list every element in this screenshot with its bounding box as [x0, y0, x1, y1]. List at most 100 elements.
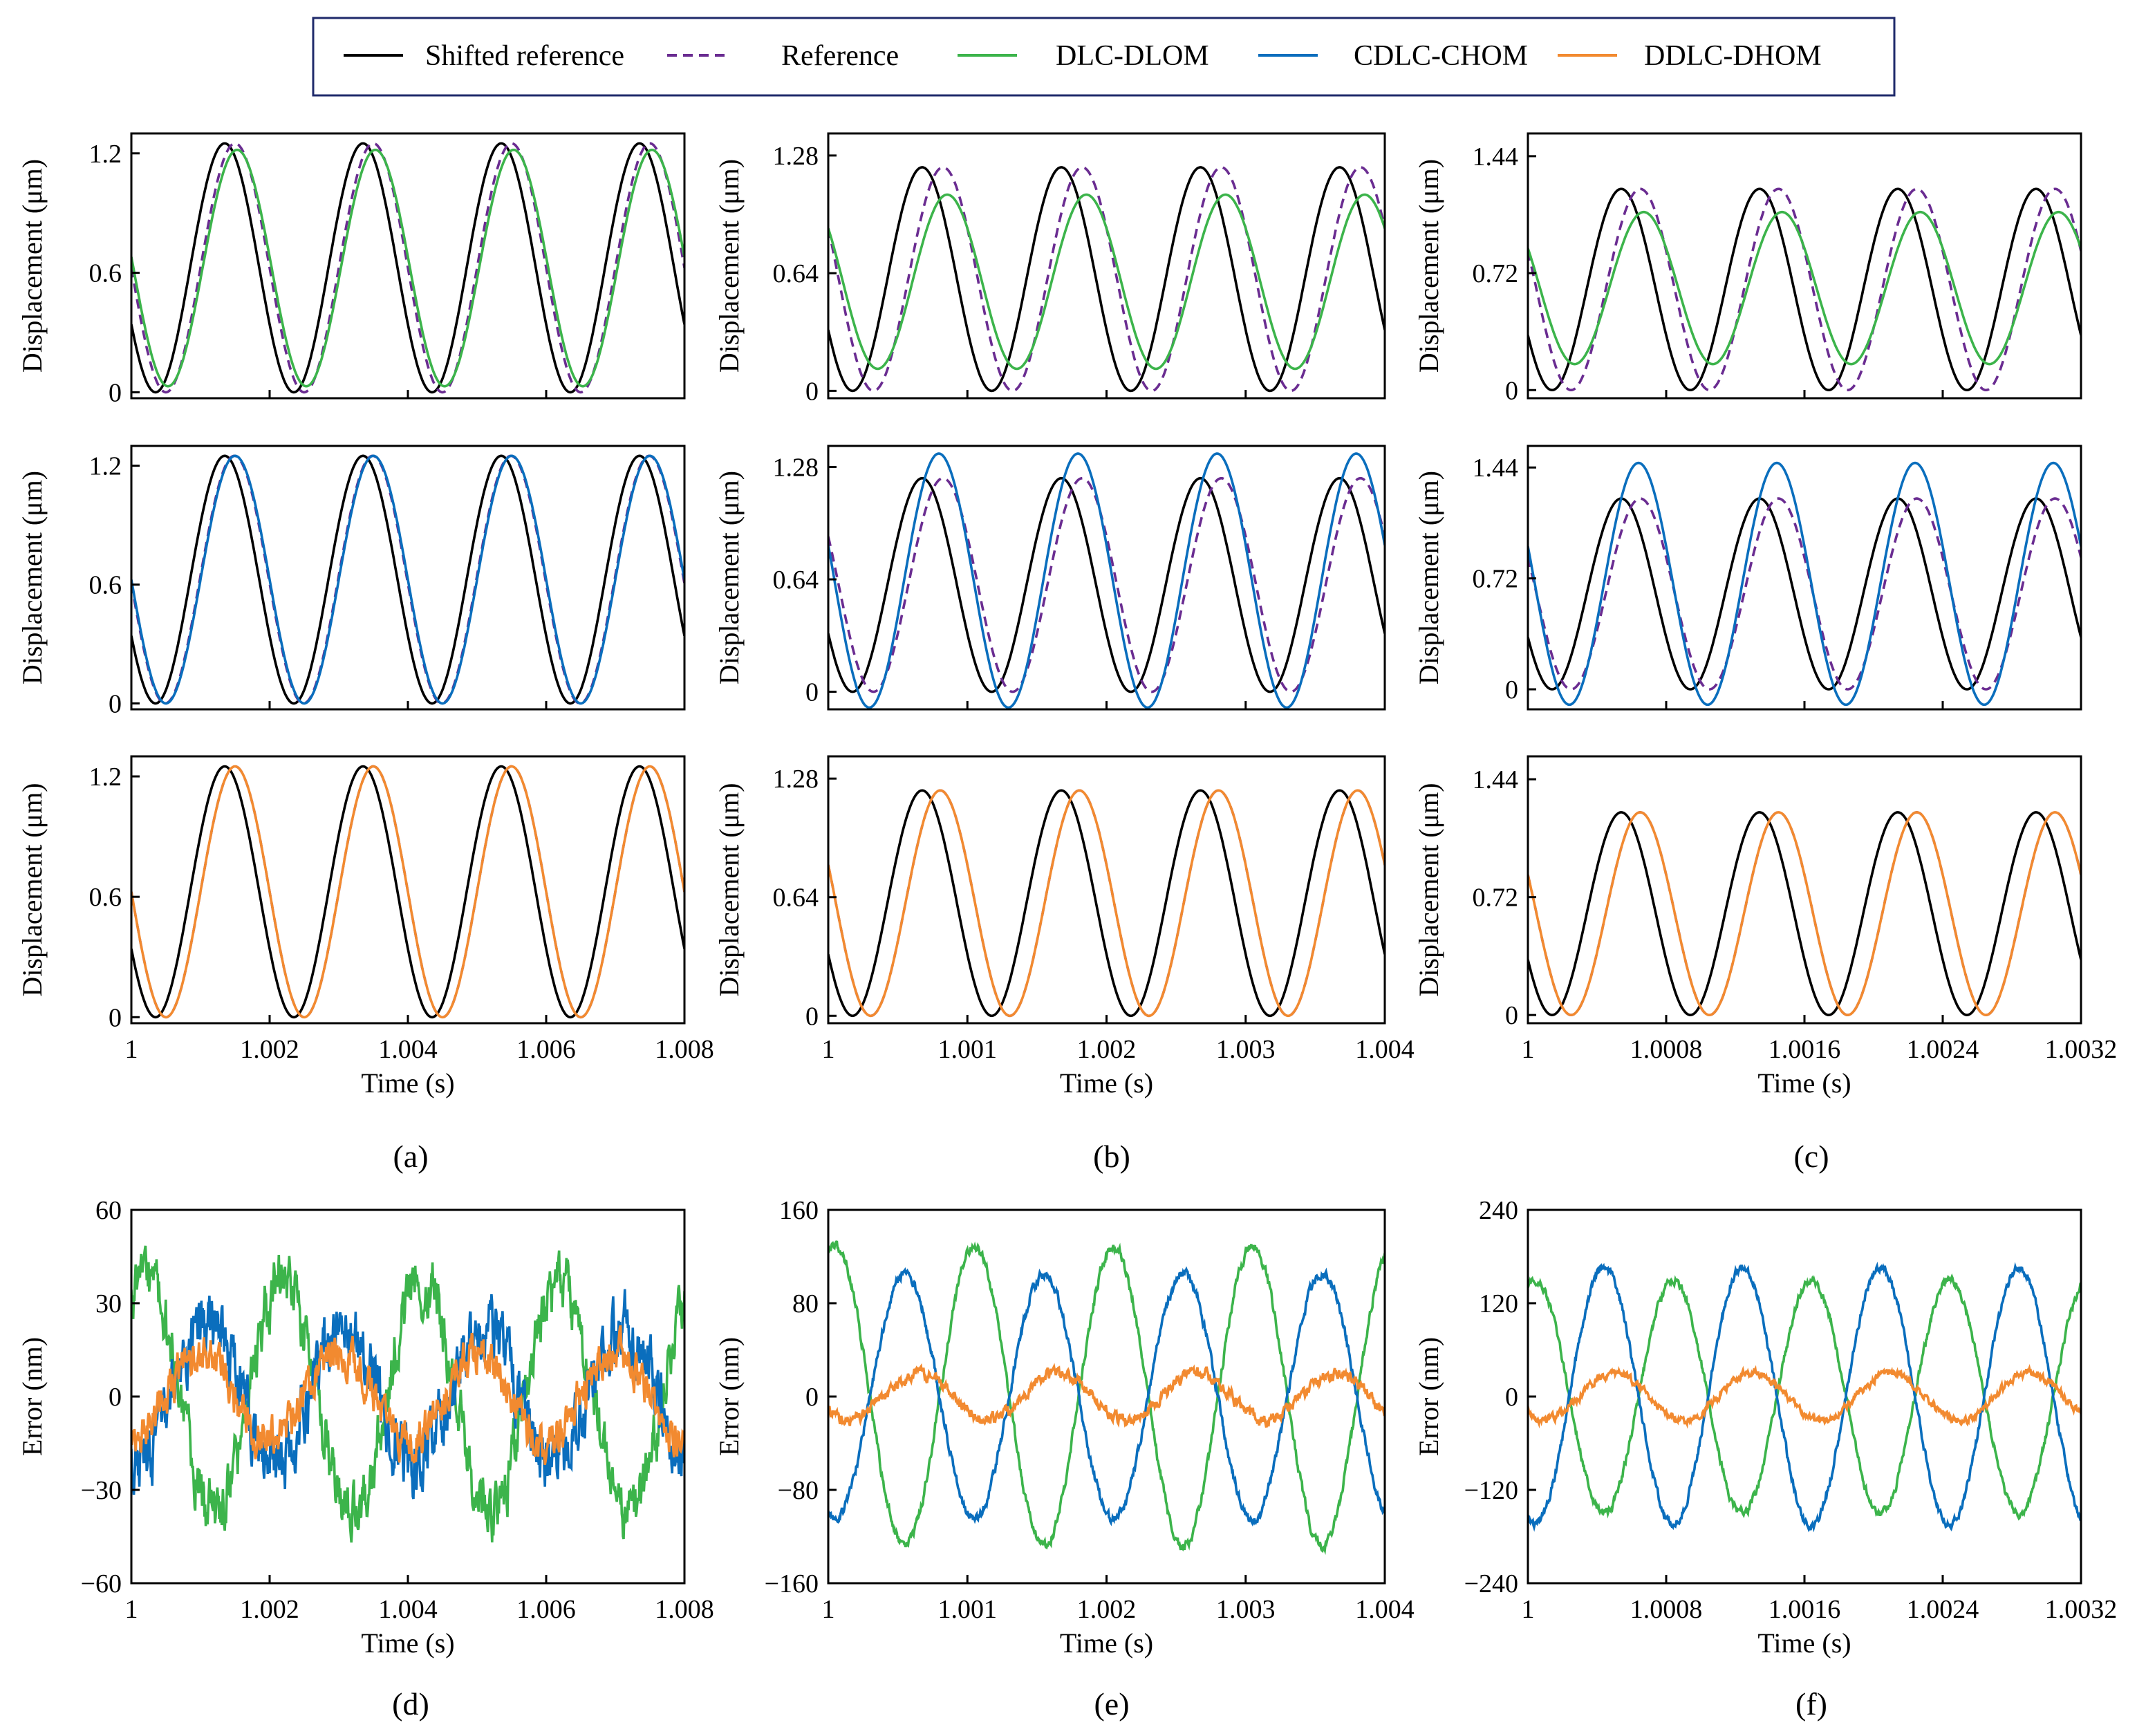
chart-d: −60 −30 0 30 60 1 1.002 1.004 1.006 1.008 Error (n… [17, 1196, 714, 1659]
xtick-label-f-0: 1 [1522, 1595, 1535, 1624]
chart-a-top: 0 0.6 1.2 Displacement (μm) [17, 132, 686, 407]
xtick-label-c-bot-0: 1 [1522, 1035, 1535, 1064]
xtick-label-e-4: 1.004 [1355, 1595, 1415, 1624]
ylabel-a-bot: Displacement (μm) [17, 783, 48, 996]
xlabel-c-bot: Time (s) [1757, 1067, 1851, 1099]
ytick-label-c-mid-1: 0.72 [1473, 565, 1519, 594]
xtick-label-a-bot-4: 1.008 [655, 1035, 714, 1064]
xtick-label-f-2: 1.0016 [1769, 1595, 1841, 1624]
ylabel-e: Error (nm) [713, 1337, 745, 1456]
ytick-label-a-top-1: 0.6 [89, 259, 122, 288]
ytick-label-b-top-1: 0.64 [773, 259, 819, 288]
legend-label-2: Reference [781, 40, 899, 72]
xtick-label-c-bot-1: 1.0008 [1630, 1035, 1703, 1064]
legend-label-1: Shifted reference [425, 40, 624, 72]
xtick-label-a-bot-3: 1.006 [516, 1035, 576, 1064]
ytick-label-d-4: 60 [95, 1196, 122, 1225]
ytick-label-e-4: 160 [779, 1196, 819, 1225]
series-reference-c-mid [1528, 497, 2081, 691]
ytick-label-c-top-0: 0 [1505, 376, 1518, 405]
xtick-label-b-bot-3: 1.003 [1216, 1035, 1276, 1064]
ytick-label-a-top-2: 1.2 [89, 140, 122, 169]
xtick-label-c-bot-4: 1.0032 [2045, 1035, 2118, 1064]
xlabel-b-bot: Time (s) [1060, 1067, 1153, 1099]
chart-b-top: 0 0.64 1.28 Displacement (μm) [713, 132, 1386, 406]
xtick-label-b-bot-1: 1.001 [938, 1035, 998, 1064]
ytick-label-b-mid-1: 0.64 [773, 566, 819, 595]
xtick-label-d-4: 1.008 [655, 1595, 714, 1624]
xtick-label-c-bot-2: 1.0016 [1769, 1035, 1841, 1064]
series-shifted-c-top [1528, 187, 2081, 392]
plot-area-c-top [1528, 187, 2081, 392]
series-shifted-b-bot [828, 789, 1385, 1018]
xtick-label-f-4: 1.0032 [2045, 1595, 2118, 1624]
series-reference-b-bot [828, 789, 1385, 1018]
series-reference-b-mid [828, 476, 1385, 693]
chart-c-mid: 0 0.72 1.44 Displacement (μm) [1413, 445, 2082, 711]
series-cdlc-e [828, 1266, 1385, 1527]
ylabel-c-bot: Displacement (μm) [1413, 783, 1444, 996]
series-dlc-a-top [131, 149, 684, 388]
panel-label-c: (c) [1793, 1139, 1829, 1174]
ytick-label-c-mid-0: 0 [1505, 675, 1518, 704]
axes-frame-d [130, 1208, 686, 1585]
chart-b-mid: 0 0.64 1.28 Displacement (μm) [713, 445, 1386, 711]
series-cdlc-f [1528, 1261, 2081, 1533]
plot-area-b-bot [828, 789, 1385, 1018]
xtick-label-e-2: 1.002 [1077, 1595, 1137, 1624]
plot-area-c-bot [1528, 811, 2081, 1017]
ytick-label-e-3: 80 [792, 1289, 819, 1318]
ytick-label-e-1: −80 [778, 1476, 819, 1505]
series-dlc-f [1528, 1273, 2081, 1521]
series-reference-c-top [1528, 187, 2081, 392]
xtick-label-b-bot-0: 1 [822, 1035, 835, 1064]
panel-label-e: (e) [1094, 1686, 1129, 1721]
xlabel-d: Time (s) [361, 1627, 454, 1659]
xtick-label-b-bot-4: 1.004 [1355, 1035, 1415, 1064]
chart-e: −160 −80 0 80 160 1 1.001 1.002 1.003 1.004 Error … [713, 1196, 1415, 1659]
legend-label-3: DLC-DLOM [1056, 40, 1209, 72]
xtick-label-d-2: 1.004 [378, 1595, 438, 1624]
series-cdlc-d [131, 1289, 684, 1500]
ytick-label-c-bot-2: 1.44 [1473, 765, 1519, 794]
xtick-label-a-bot-2: 1.004 [378, 1035, 438, 1064]
ytick-label-c-top-2: 1.44 [1473, 142, 1519, 171]
series-ddlc-c-bot [1528, 811, 2081, 1017]
plot-area-b-top [828, 166, 1385, 393]
ylabel-c-mid: Displacement (μm) [1413, 471, 1444, 684]
ylabel-a-top: Displacement (μm) [17, 159, 48, 373]
ytick-label-e-2: 0 [805, 1383, 819, 1412]
series-shifted-c-bot [1528, 811, 2081, 1017]
ytick-label-d-0: −60 [81, 1569, 122, 1598]
series-ddlc-b-bot [828, 789, 1385, 1018]
ytick-label-f-0: −240 [1464, 1569, 1518, 1598]
ytick-label-b-bot-2: 1.28 [773, 765, 819, 794]
ylabel-b-mid: Displacement (μm) [713, 471, 745, 684]
ytick-label-b-mid-0: 0 [805, 678, 819, 707]
ytick-label-b-bot-1: 0.64 [773, 884, 819, 913]
xtick-label-e-1: 1.001 [938, 1595, 998, 1624]
ytick-label-c-top-1: 0.72 [1473, 259, 1519, 288]
legend-label-5: DDLC-DHOM [1644, 40, 1822, 72]
ytick-label-f-2: 0 [1505, 1383, 1518, 1412]
ylabel-a-mid: Displacement (μm) [17, 471, 48, 684]
xtick-label-f-1: 1.0008 [1630, 1595, 1703, 1624]
series-cdlc-a-mid [131, 454, 684, 705]
ytick-label-a-bot-0: 0 [109, 1003, 122, 1032]
series-dlc-b-top [828, 193, 1385, 371]
panel-label-f: (f) [1795, 1686, 1827, 1721]
series-shifted-a-mid [131, 454, 684, 705]
xlabel-a-bot: Time (s) [361, 1067, 454, 1099]
series-cdlc-c-mid [1528, 461, 2081, 707]
xtick-label-c-bot-3: 1.0024 [1907, 1035, 1979, 1064]
xtick-label-a-bot-0: 1 [125, 1035, 138, 1064]
series-shifted-b-mid [828, 476, 1385, 693]
ytick-label-b-mid-2: 1.28 [773, 453, 819, 482]
chart-a-bot: 0 0.6 1.2 1 1.002 1.004 1.006 1.008 Displacement… [17, 755, 714, 1099]
chart-a-mid: 0 0.6 1.2 Displacement (μm) [17, 445, 686, 718]
panel-label-d: (d) [392, 1686, 429, 1721]
ytick-label-c-bot-0: 0 [1505, 1001, 1518, 1030]
ytick-label-a-mid-2: 1.2 [89, 452, 122, 481]
axes-frame-b-bot [827, 755, 1386, 1025]
